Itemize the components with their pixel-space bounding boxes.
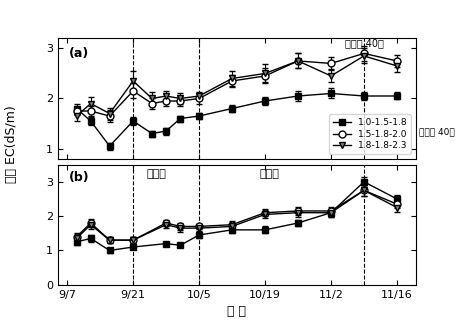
Text: 착과후 40일: 착과후 40일 bbox=[419, 128, 455, 137]
Legend: 1.0-1.5-1.8, 1.5-1.8-2.0, 1.8-1.8-2.3: 1.0-1.5-1.8, 1.5-1.8-2.0, 1.8-1.8-2.3 bbox=[329, 115, 411, 154]
Text: (a): (a) bbox=[68, 47, 89, 60]
Text: 착과후 40일: 착과후 40일 bbox=[345, 38, 383, 48]
Text: (b): (b) bbox=[68, 171, 89, 184]
Text: 착과기: 착과기 bbox=[260, 169, 280, 179]
Text: 개화기: 개화기 bbox=[147, 169, 167, 179]
X-axis label: 날 짜: 날 짜 bbox=[227, 305, 246, 318]
Text: 배액 EC(dS/m): 배액 EC(dS/m) bbox=[5, 105, 18, 183]
